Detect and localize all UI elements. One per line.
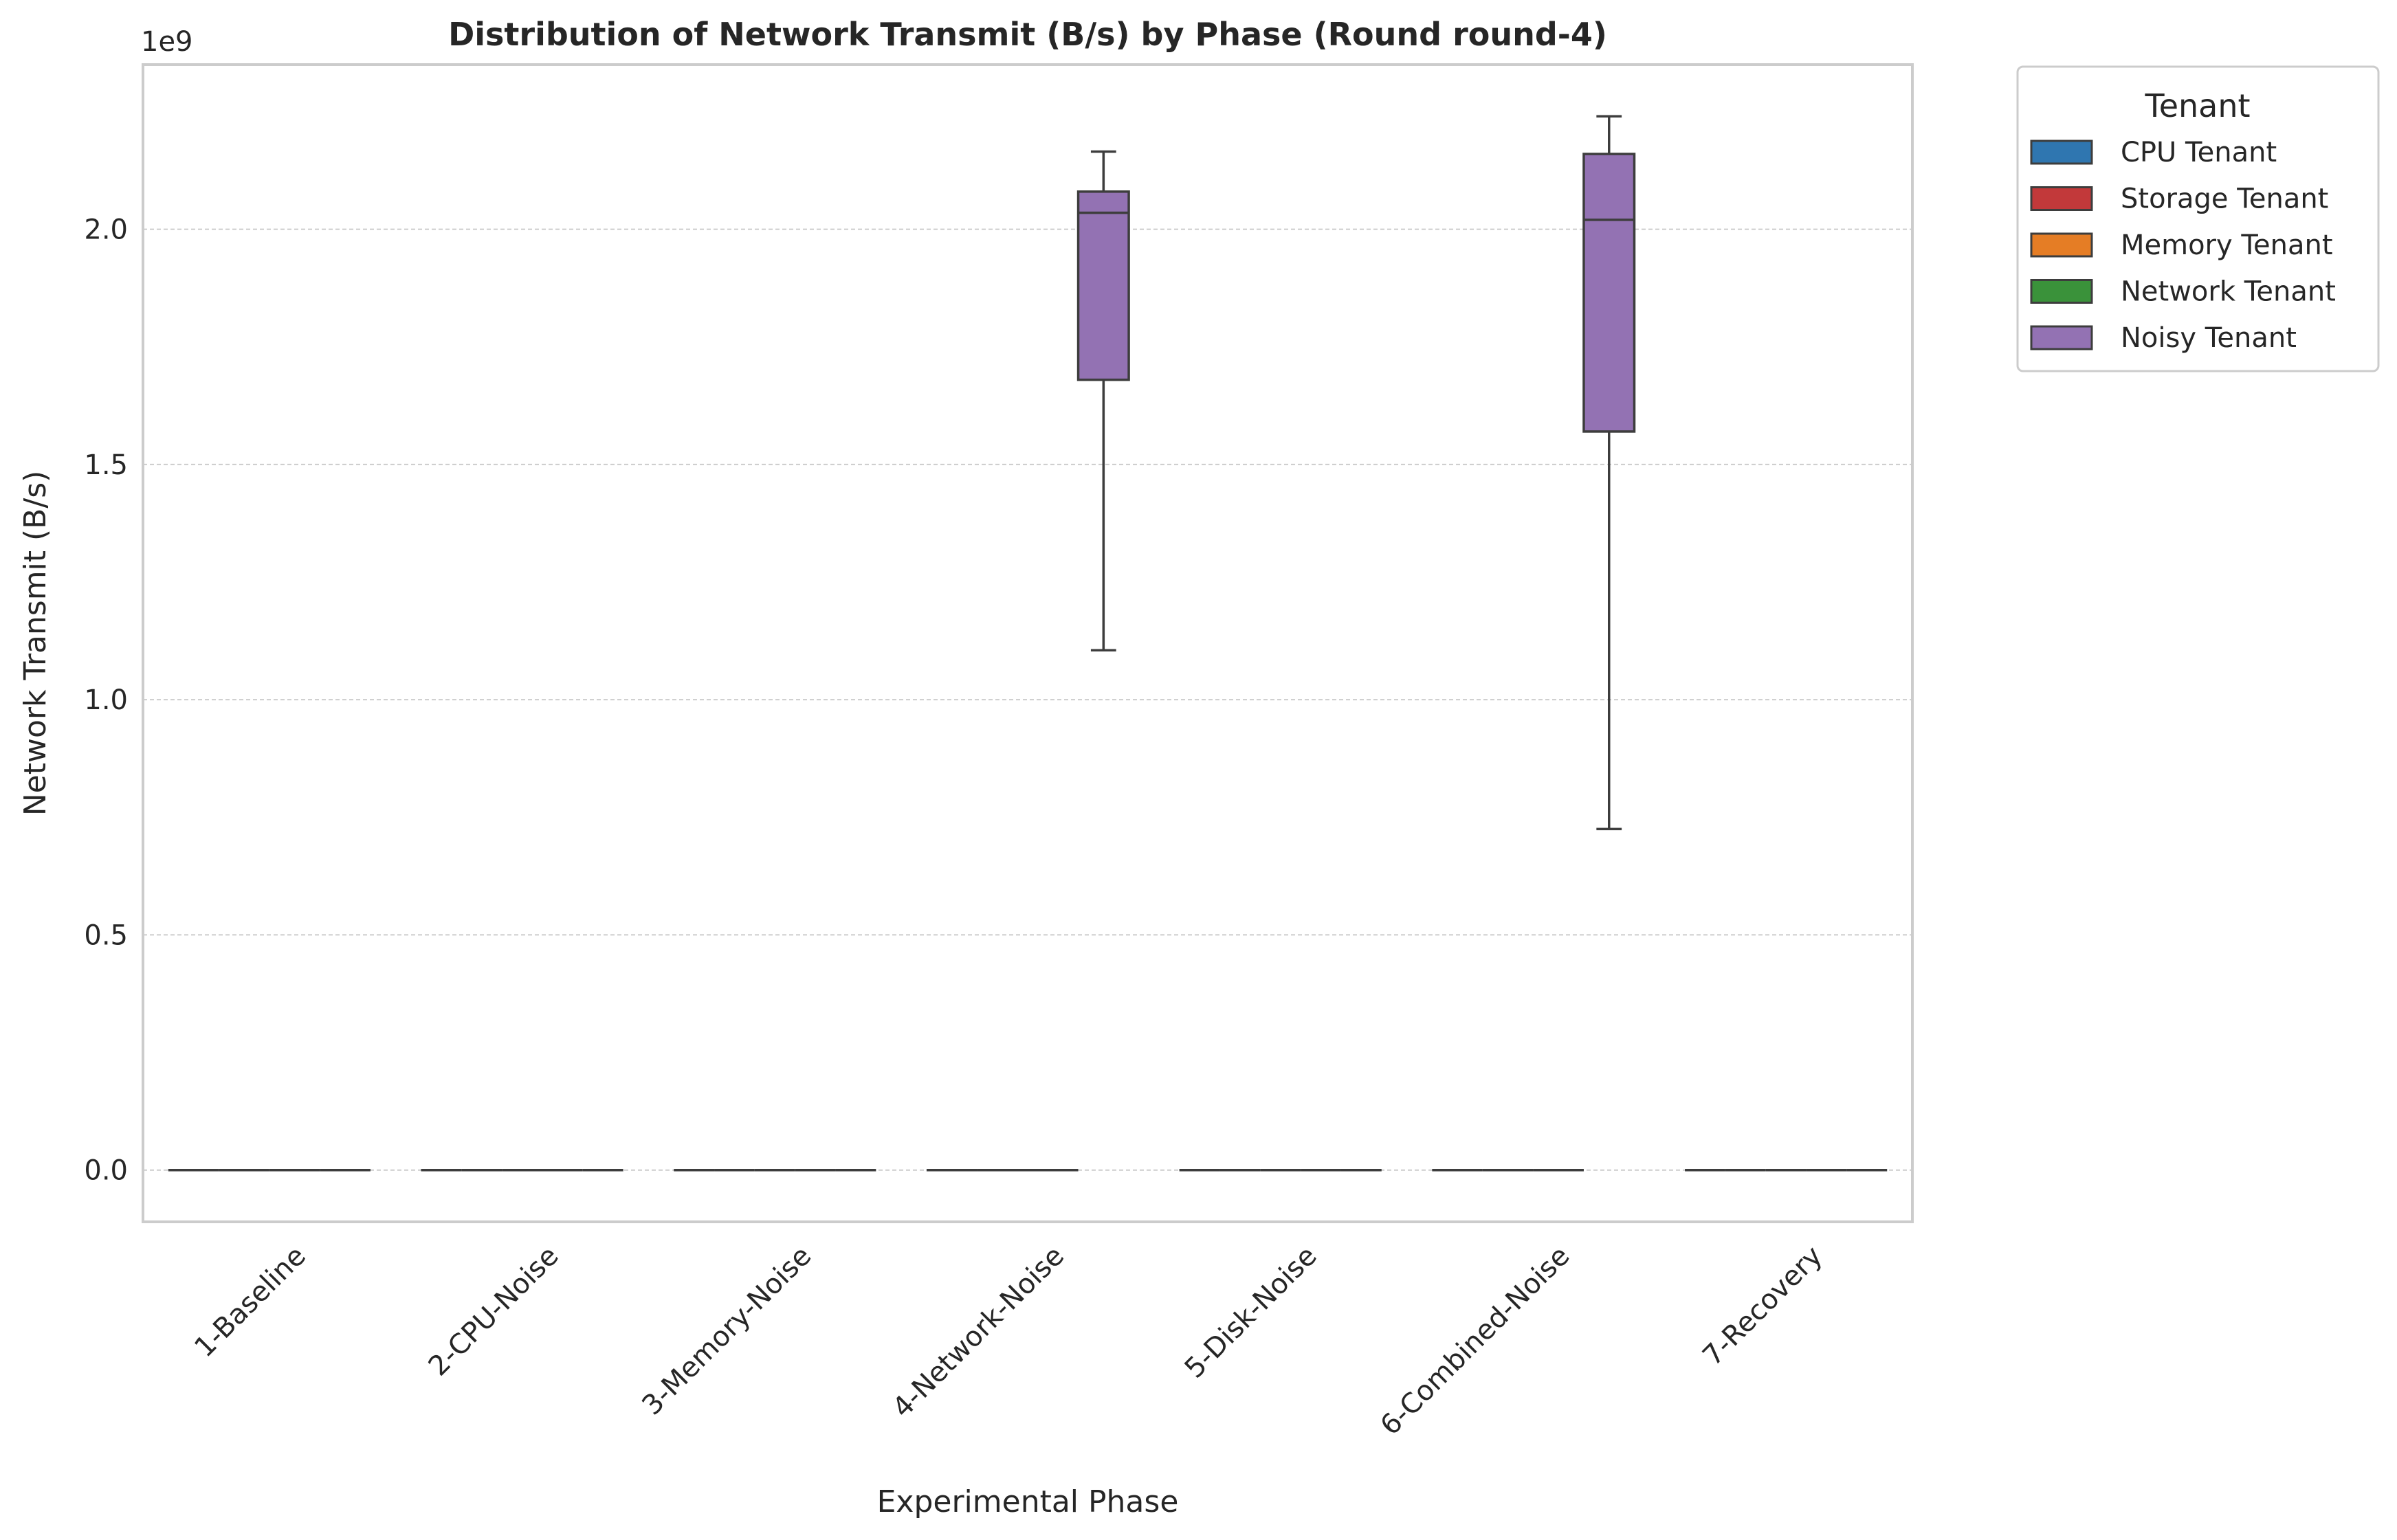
legend-label: Noisy Tenant — [2121, 322, 2297, 354]
box-plot-marks — [168, 115, 1888, 1172]
legend-swatch — [2030, 140, 2093, 165]
x-tick-label: 6-Combined-Noise — [1374, 1240, 1576, 1442]
legend-label: Storage Tenant — [2121, 183, 2328, 215]
legend-entry: CPU Tenant — [2030, 137, 2277, 168]
y-axis-label: Network Transmit (B/s) — [18, 471, 53, 816]
box-noisy-tenant — [1076, 150, 1130, 652]
legend-title: Tenant — [2144, 87, 2250, 124]
legend-entry: Noisy Tenant — [2030, 322, 2297, 354]
x-tick-label: 2-CPU-Noise — [423, 1240, 565, 1383]
legend-swatch — [2030, 186, 2093, 211]
legend-entry: Memory Tenant — [2030, 230, 2333, 261]
x-tick-label: 5-Disk-Noise — [1179, 1240, 1323, 1385]
y-tick-label: 2.0 — [84, 214, 128, 246]
legend-swatch — [2030, 279, 2093, 304]
x-tick-label: 7-Recovery — [1697, 1240, 1829, 1372]
y-axis-offset-label: 1e9 — [141, 26, 193, 58]
legend-frame — [2016, 65, 2380, 372]
x-tick-label: 4-Network-Noise — [887, 1240, 1070, 1424]
x-tick-label: 1-Baseline — [188, 1240, 312, 1364]
x-tick-label: 3-Memory-Noise — [636, 1240, 817, 1422]
legend-label: Network Tenant — [2121, 276, 2336, 308]
y-tick-labels: 0.0 0.5 1.0 1.5 2.0 — [84, 214, 128, 1187]
plot-area — [142, 63, 1914, 1223]
legend-entries: CPU Tenant Storage Tenant Memory Tenant Net… — [2030, 137, 2336, 354]
chart-title: Distribution of Network Transmit (B/s) b… — [448, 16, 1607, 53]
legend-label: CPU Tenant — [2121, 137, 2277, 168]
legend: Tenant CPU Tenant Storage Tenant Memory Te… — [2016, 65, 2380, 372]
y-tick-label: 0.5 — [84, 919, 128, 951]
y-tick-label: 1.5 — [84, 449, 128, 481]
legend-label: Memory Tenant — [2121, 230, 2333, 261]
legend-entry: Network Tenant — [2030, 276, 2336, 308]
legend-entry: Storage Tenant — [2030, 183, 2328, 215]
x-axis-label: Experimental Phase — [877, 1484, 1179, 1519]
x-tick-labels: 1-Baseline 2-CPU-Noise 3-Memory-Noise 4-Net… — [188, 1240, 1829, 1442]
legend-swatch — [2030, 325, 2093, 350]
y-tick-label: 1.0 — [84, 684, 128, 716]
box-noisy-tenant — [1582, 115, 1636, 831]
box-body — [1076, 190, 1130, 381]
box-body — [1582, 153, 1636, 433]
legend-swatch — [2030, 232, 2093, 258]
y-tick-label: 0.0 — [84, 1155, 128, 1187]
